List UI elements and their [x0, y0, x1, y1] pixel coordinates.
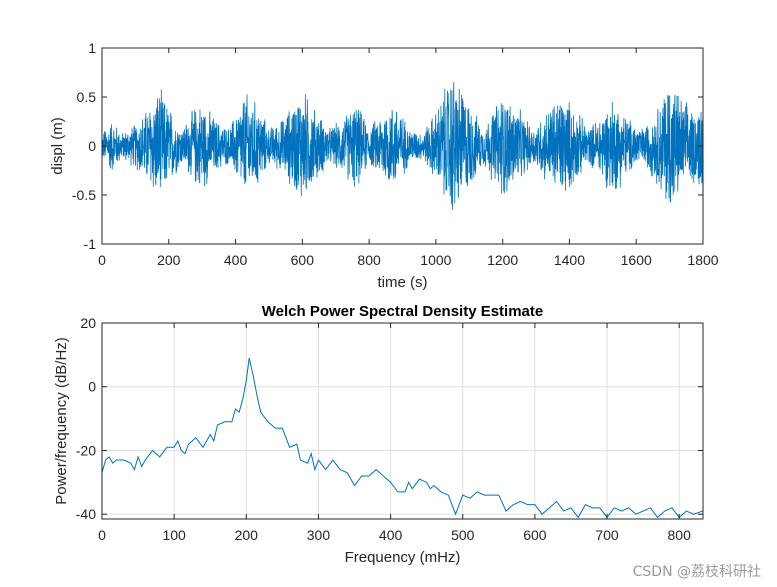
subplot-1: 0 200 400 600 800 1000 1200 1400 1600 1800 -1 -0.5 0…: [49, 40, 719, 291]
x-tick-label: 1200: [487, 252, 518, 268]
x-tick-label: 1600: [621, 252, 652, 268]
axes-box: [101, 322, 704, 520]
x-tick-label: 200: [157, 252, 181, 268]
x-axis-label: time (s): [378, 274, 428, 291]
x-tick-label: 400: [379, 527, 403, 543]
x-tick-label: 800: [357, 252, 381, 268]
x-tick-label: 400: [224, 252, 248, 268]
y-tick-label: -40: [76, 506, 96, 522]
x-tick-label: 0: [98, 252, 106, 268]
watermark: CSDN @荔枝科研社: [632, 564, 761, 580]
y-axis-label: displ (m): [49, 117, 66, 175]
y-tick-label: 0: [88, 379, 96, 395]
y-tick-label: -1: [84, 236, 97, 252]
x-tick-label: 1000: [420, 252, 451, 268]
y-tick-label: 0.5: [77, 89, 97, 105]
y-tick-label: 1: [88, 40, 96, 56]
displacement-series: [102, 82, 703, 210]
x-tick-label: 800: [668, 527, 692, 543]
chart-title: Welch Power Spectral Density Estimate: [262, 303, 544, 320]
psd-series: [102, 357, 703, 519]
y-tick-label: -20: [76, 442, 96, 458]
x-axis-label: Frequency (mHz): [345, 549, 461, 566]
y-tick-label: 0: [88, 138, 96, 154]
x-tick-label: 100: [162, 527, 186, 543]
x-tick-label: 600: [291, 252, 315, 268]
x-tick-label: 200: [235, 527, 259, 543]
x-tick-label: 600: [523, 527, 547, 543]
y-tick-label: 20: [80, 315, 96, 331]
subplot-2: 0 100 200 300 400 500 600 700 800 -40 -20 0 20 Freque…: [53, 303, 704, 566]
x-tick-label: 700: [595, 527, 619, 543]
x-tick-label: 500: [451, 527, 475, 543]
y-axis-label: Power/frequency (dB/Hz): [53, 337, 70, 505]
y-tick-label: -0.5: [72, 187, 96, 203]
x-tick-label: 1800: [687, 252, 718, 268]
x-tick-label: 300: [307, 527, 331, 543]
x-tick-label: 0: [98, 527, 106, 543]
x-tick-label: 1400: [554, 252, 585, 268]
